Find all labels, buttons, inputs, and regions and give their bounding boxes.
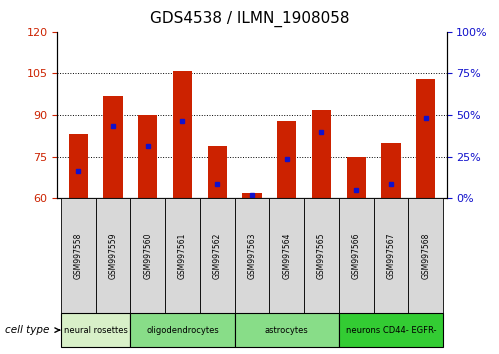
Text: astrocytes: astrocytes	[265, 326, 308, 335]
Bar	[277, 121, 296, 198]
Text: neural rosettes: neural rosettes	[64, 326, 128, 335]
Text: oligodendrocytes: oligodendrocytes	[146, 326, 219, 335]
Bar	[173, 71, 192, 198]
Text: GSM997566: GSM997566	[352, 233, 361, 279]
Bar	[69, 135, 88, 198]
Text: GSM997561: GSM997561	[178, 233, 187, 279]
Text: neurons CD44- EGFR-: neurons CD44- EGFR-	[346, 326, 436, 335]
Bar	[381, 143, 401, 198]
Text: GDS4538 / ILMN_1908058: GDS4538 / ILMN_1908058	[150, 11, 349, 27]
Text: GSM997558: GSM997558	[74, 233, 83, 279]
Text: GSM997564: GSM997564	[282, 233, 291, 279]
Text: GSM997567: GSM997567	[387, 233, 396, 279]
Bar	[347, 156, 366, 198]
Text: cell type: cell type	[5, 325, 49, 335]
Bar	[243, 193, 261, 198]
Text: GSM997565: GSM997565	[317, 233, 326, 279]
Bar	[416, 79, 435, 198]
Text: GSM997560: GSM997560	[143, 233, 152, 279]
Bar	[138, 115, 157, 198]
Bar	[208, 145, 227, 198]
Bar	[312, 109, 331, 198]
Text: GSM997562: GSM997562	[213, 233, 222, 279]
Text: GSM997568: GSM997568	[421, 233, 430, 279]
Text: GSM997563: GSM997563	[248, 233, 256, 279]
Text: GSM997559: GSM997559	[108, 233, 117, 279]
Bar	[103, 96, 123, 198]
